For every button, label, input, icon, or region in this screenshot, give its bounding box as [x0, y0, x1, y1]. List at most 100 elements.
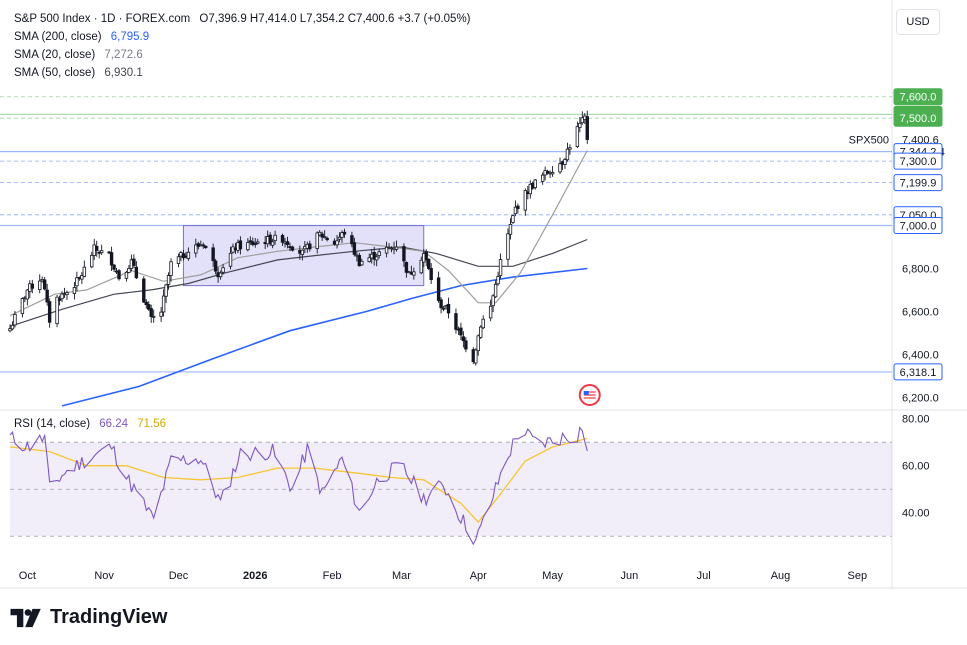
candle[interactable] [194, 238, 198, 258]
candle[interactable] [256, 238, 260, 245]
candle[interactable] [246, 238, 250, 252]
price-axis[interactable]: 6,200.06,400.06,600.06,800.07,050.07,300… [902, 135, 945, 520]
tradingview-logo[interactable]: TradingView [10, 606, 167, 629]
candle[interactable] [372, 246, 376, 266]
candle[interactable] [151, 309, 156, 323]
candle[interactable] [161, 289, 166, 317]
candle[interactable] [270, 238, 275, 249]
symbol-title[interactable]: S&P 500 Index · 1D · FOREX.com [14, 13, 191, 25]
candle[interactable] [82, 260, 87, 278]
candle[interactable] [498, 253, 503, 279]
candle[interactable] [474, 348, 478, 366]
candle[interactable] [342, 228, 347, 238]
candle[interactable] [300, 249, 305, 261]
candle[interactable] [540, 172, 545, 185]
candle[interactable] [253, 238, 257, 248]
candle[interactable] [169, 258, 173, 282]
candle[interactable] [580, 111, 585, 125]
candle[interactable] [99, 244, 104, 255]
candle[interactable] [45, 283, 49, 306]
candle[interactable] [20, 297, 25, 318]
candle[interactable] [112, 263, 116, 272]
candle[interactable] [127, 265, 131, 274]
candle[interactable] [211, 243, 215, 267]
candle[interactable] [533, 179, 537, 190]
candle[interactable] [80, 272, 84, 285]
candle[interactable] [506, 228, 510, 266]
candle[interactable] [424, 249, 428, 267]
candle[interactable] [238, 236, 243, 255]
us-flag-event-icon[interactable] [578, 384, 601, 406]
candle[interactable] [290, 245, 295, 252]
candle[interactable] [585, 110, 589, 144]
candle[interactable] [565, 142, 570, 162]
candle[interactable] [367, 253, 371, 263]
candle[interactable] [142, 276, 146, 303]
candle[interactable] [322, 230, 327, 239]
candle[interactable] [159, 307, 163, 322]
candle[interactable] [360, 258, 364, 266]
candle[interactable] [57, 295, 62, 306]
candle[interactable] [132, 254, 136, 269]
candle[interactable] [402, 243, 406, 267]
candle[interactable] [357, 252, 362, 267]
candle[interactable] [493, 280, 498, 299]
candle[interactable] [124, 270, 129, 282]
candle[interactable] [337, 232, 342, 243]
candle[interactable] [109, 246, 114, 271]
candle[interactable] [228, 246, 233, 270]
rsi-legend[interactable]: RSI (14, close) 66.24 71.56 [14, 415, 166, 433]
currency-button[interactable]: USD [896, 9, 940, 35]
candle[interactable] [479, 325, 483, 339]
price-tag[interactable]: 6,318.1 [893, 363, 943, 381]
candle[interactable] [488, 299, 493, 322]
candle[interactable] [315, 231, 319, 254]
candle[interactable] [436, 271, 441, 303]
price-tag[interactable]: 7,300.0 [893, 152, 943, 170]
candle[interactable] [42, 276, 47, 291]
candle[interactable] [578, 116, 582, 133]
candle[interactable] [325, 236, 329, 242]
candle[interactable] [384, 241, 389, 258]
candle[interactable] [248, 236, 253, 245]
candle[interactable] [47, 298, 52, 328]
candle[interactable] [204, 245, 208, 249]
candle[interactable] [164, 283, 168, 303]
candle[interactable] [273, 230, 277, 245]
candle[interactable] [476, 334, 480, 356]
candle[interactable] [513, 200, 518, 217]
candle[interactable] [268, 232, 272, 246]
candle[interactable] [30, 279, 34, 294]
candle[interactable] [285, 236, 290, 249]
candle[interactable] [511, 214, 515, 224]
candle[interactable] [377, 248, 381, 259]
candle[interactable] [72, 282, 77, 300]
candle[interactable] [90, 251, 94, 269]
candle[interactable] [213, 258, 218, 275]
candle[interactable] [528, 180, 532, 199]
candle[interactable] [117, 268, 121, 281]
price-tag[interactable]: 7,199.9 [893, 174, 943, 192]
candle[interactable] [186, 247, 191, 261]
sma20-legend[interactable]: SMA (20, close) 7,272.6 [14, 46, 143, 64]
candle[interactable] [176, 253, 181, 268]
candle[interactable] [340, 230, 344, 243]
candle[interactable] [166, 272, 171, 290]
time-axis[interactable]: Oct Nov Dec 2026 Feb Mar Apr May Jun Jul Aug Sep [19, 570, 867, 582]
candle[interactable] [427, 258, 431, 271]
candle[interactable] [280, 233, 285, 247]
candle[interactable] [317, 230, 322, 237]
candle[interactable] [201, 242, 205, 249]
candle[interactable] [404, 261, 409, 278]
candle[interactable] [412, 267, 416, 280]
candle[interactable] [575, 121, 580, 149]
candle[interactable] [65, 290, 69, 300]
candle[interactable] [461, 331, 466, 348]
candle[interactable] [147, 301, 151, 311]
candle[interactable] [218, 270, 223, 280]
candle[interactable] [10, 321, 15, 331]
candle[interactable] [446, 297, 451, 319]
candle[interactable] [308, 240, 312, 252]
candle[interactable] [496, 271, 500, 286]
